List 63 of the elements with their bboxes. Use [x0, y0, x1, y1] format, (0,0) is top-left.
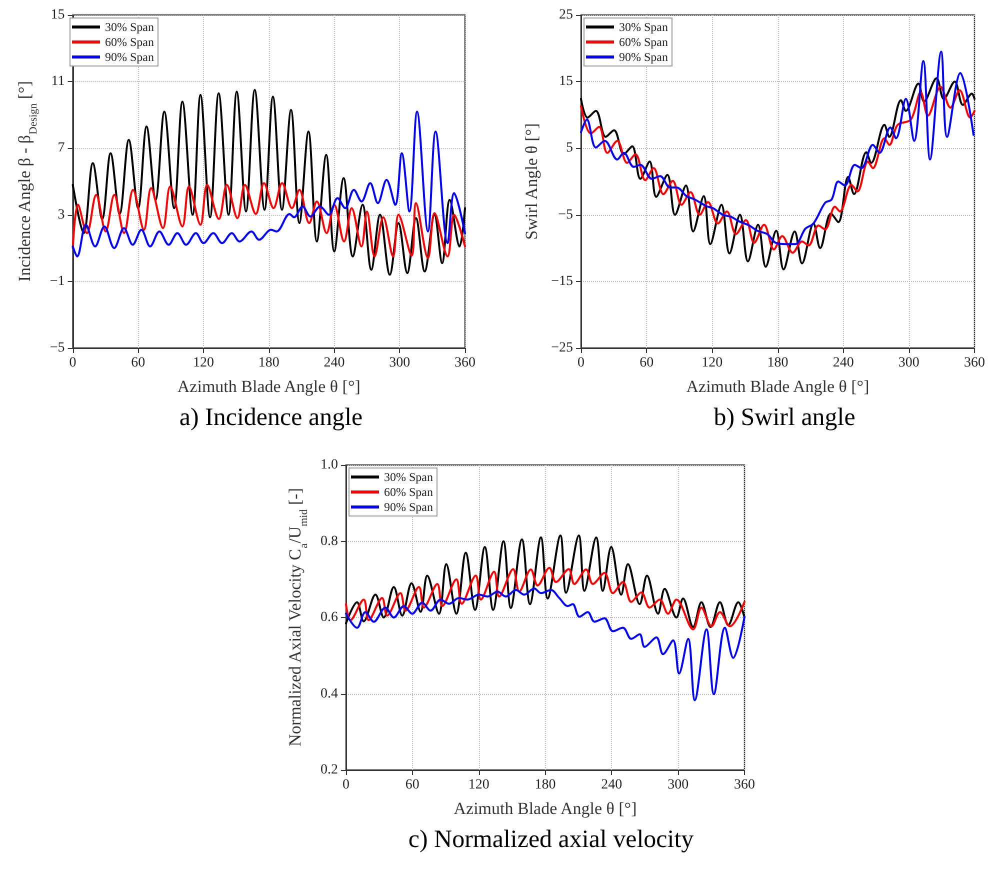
text: a) Incidence angle	[179, 404, 363, 431]
y-tick-label: 1.0	[320, 458, 338, 472]
x-tick-label: 360	[734, 778, 755, 792]
y-tick-label: −1	[50, 274, 65, 289]
legend-label: 90% Span	[384, 500, 433, 514]
x-tick-label: 120	[702, 356, 723, 370]
y-axis-title: Normalized Axial Velocity Ca/Umid [-]	[286, 488, 310, 746]
x-tick-label: 60	[405, 778, 420, 792]
x-tick-label: 0	[578, 356, 584, 370]
legend-label: 60% Span	[384, 485, 433, 499]
x-tick-label: 180	[767, 356, 788, 370]
text: b) Swirl angle	[714, 404, 856, 431]
x-tick-label: 300	[898, 356, 920, 370]
y-tick-label: 5	[566, 140, 573, 156]
y-tick-label: 3	[58, 207, 65, 222]
x-tick-label: 360	[964, 356, 985, 370]
x-axis-title: Azimuth Blade Angle θ [°]	[686, 377, 870, 396]
x-tick-label: 120	[468, 778, 490, 792]
legend-label: 60% Span	[619, 35, 668, 49]
line-series	[72, 110, 466, 258]
legend-label: 60% Span	[105, 35, 154, 49]
y-tick-label: 11	[51, 74, 65, 90]
legend-label: 90% Span	[105, 50, 154, 64]
legend-label: 30% Span	[619, 20, 668, 34]
x-tick-label: 0	[342, 778, 350, 792]
y-tick-label: −25	[551, 340, 573, 356]
legend-label: 30% Span	[384, 470, 433, 484]
line-series	[72, 88, 466, 276]
y-tick-label: 25	[559, 8, 573, 22]
y-tick-label: 0.8	[320, 534, 338, 549]
y-tick-label: 15	[559, 74, 573, 90]
x-tick-label: 180	[534, 778, 556, 792]
x-tick-label: 120	[193, 356, 214, 370]
x-tick-label: 60	[131, 356, 146, 370]
x-tick-label: 360	[454, 356, 476, 370]
x-tick-label: 300	[668, 778, 689, 792]
y-axis-title: Swirl Angle θ [°]	[522, 123, 542, 240]
legend-label: 30% Span	[105, 20, 154, 34]
x-tick-label: 300	[389, 356, 410, 370]
line-series	[345, 534, 746, 628]
legend-label: 90% Span	[619, 50, 668, 64]
y-axis-title: Incidence Angle β - βDesign [°]	[15, 80, 40, 282]
y-tick-label: 0.2	[320, 762, 338, 778]
y-tick-label: 0.6	[320, 610, 338, 625]
text: c) Normalized axial velocity	[408, 826, 694, 853]
y-tick-label: 7	[58, 140, 65, 156]
line-series	[345, 588, 746, 702]
line-series	[580, 50, 975, 246]
x-tick-label: 240	[601, 778, 622, 792]
y-tick-label: 0.4	[320, 686, 338, 702]
y-tick-label: −5	[50, 340, 65, 356]
x-tick-label: 0	[69, 356, 76, 370]
x-tick-label: 240	[324, 356, 345, 370]
x-axis-title: Azimuth Blade Angle θ [°]	[177, 377, 360, 396]
line-series	[72, 182, 466, 260]
y-tick-label: −5	[558, 207, 573, 222]
x-axis-title: Azimuth Blade Angle θ [°]	[454, 799, 637, 818]
x-tick-label: 180	[258, 356, 280, 370]
y-tick-label: −15	[551, 274, 573, 289]
x-tick-label: 240	[832, 356, 854, 370]
line-series	[345, 566, 746, 630]
y-tick-label: 15	[50, 8, 65, 22]
x-tick-label: 60	[640, 356, 654, 370]
